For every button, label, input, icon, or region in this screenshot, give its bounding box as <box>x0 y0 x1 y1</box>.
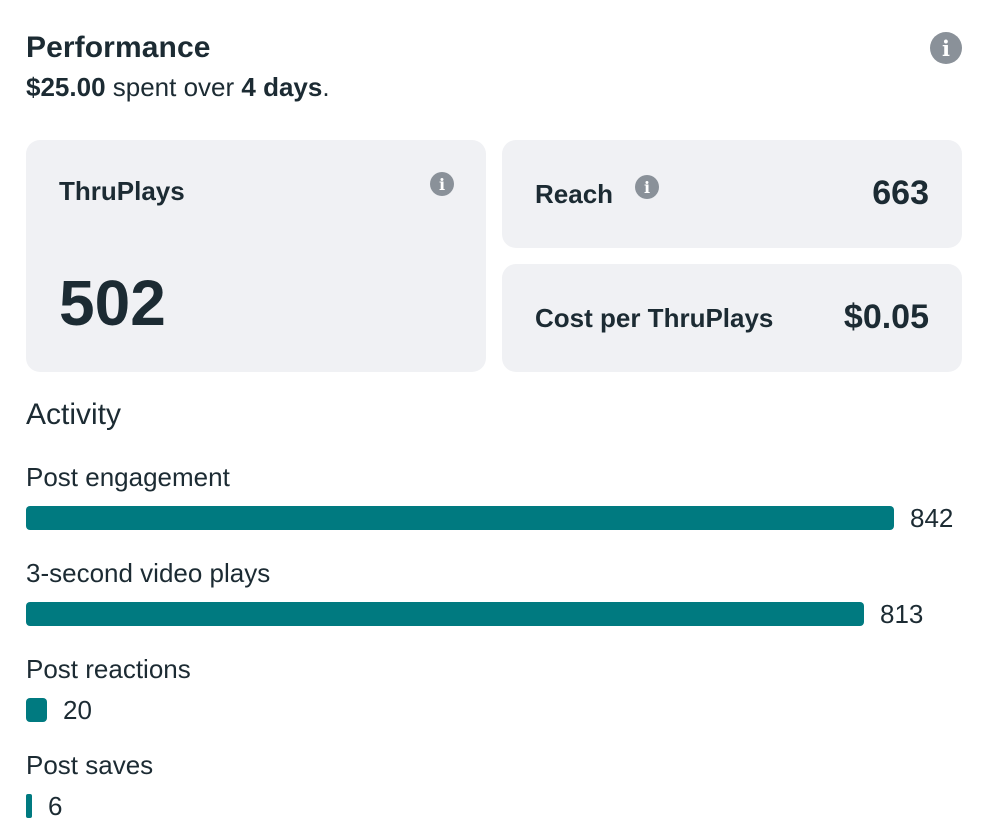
activity-title: Activity <box>26 398 122 431</box>
spent-text: spent over <box>105 72 242 102</box>
metric-value: 813 <box>880 598 924 629</box>
metric-bar <box>26 506 894 530</box>
metric-value: 20 <box>63 694 92 725</box>
metric-bar <box>26 698 47 722</box>
metric-label: Post engagement <box>26 462 230 492</box>
spent-amount: $25.00 <box>26 72 106 102</box>
info-icon[interactable]: i <box>635 175 659 199</box>
metric-bar-row: 20 <box>26 695 92 725</box>
metric-label: Post saves <box>26 750 154 780</box>
info-icon[interactable]: i <box>930 32 962 64</box>
thruplays-value: 502 <box>59 267 166 339</box>
metric-value: 6 <box>48 790 63 818</box>
cost-per-thruplay-value: $0.05 <box>843 298 929 336</box>
performance-title: Performance <box>26 31 211 64</box>
thruplays-label: ThruPlays <box>59 176 185 206</box>
activity-metric: 3-second video plays 813 <box>26 558 976 638</box>
performance-summary: $25.00 spent over 4 days. <box>26 72 330 103</box>
metric-bar-row: 842 <box>26 503 953 533</box>
activity-metric: Post reactions 20 <box>26 654 976 734</box>
reach-value: 663 <box>872 174 929 212</box>
thruplays-card: ThruPlays i 502 <box>26 140 486 372</box>
metric-bar-row: 6 <box>26 790 63 818</box>
metric-bar <box>26 794 32 818</box>
metric-label: Post reactions <box>26 654 191 684</box>
metric-bar-row: 813 <box>26 599 923 629</box>
metric-label: 3-second video plays <box>26 558 271 588</box>
reach-card: Reach i 663 <box>502 140 962 248</box>
activity-metric: Post engagement 842 <box>26 462 976 542</box>
activity-metric: Post saves 6 <box>26 750 976 818</box>
spent-days: 4 days <box>241 72 323 102</box>
metric-bar <box>26 602 864 626</box>
reach-label: Reach <box>535 179 614 209</box>
summary-period: . <box>322 72 330 102</box>
info-icon[interactable]: i <box>430 172 454 196</box>
cost-per-thruplay-label: Cost per ThruPlays <box>535 303 774 333</box>
cost-per-thruplay-card: Cost per ThruPlays $0.05 <box>502 264 962 372</box>
metric-value: 842 <box>910 502 954 533</box>
